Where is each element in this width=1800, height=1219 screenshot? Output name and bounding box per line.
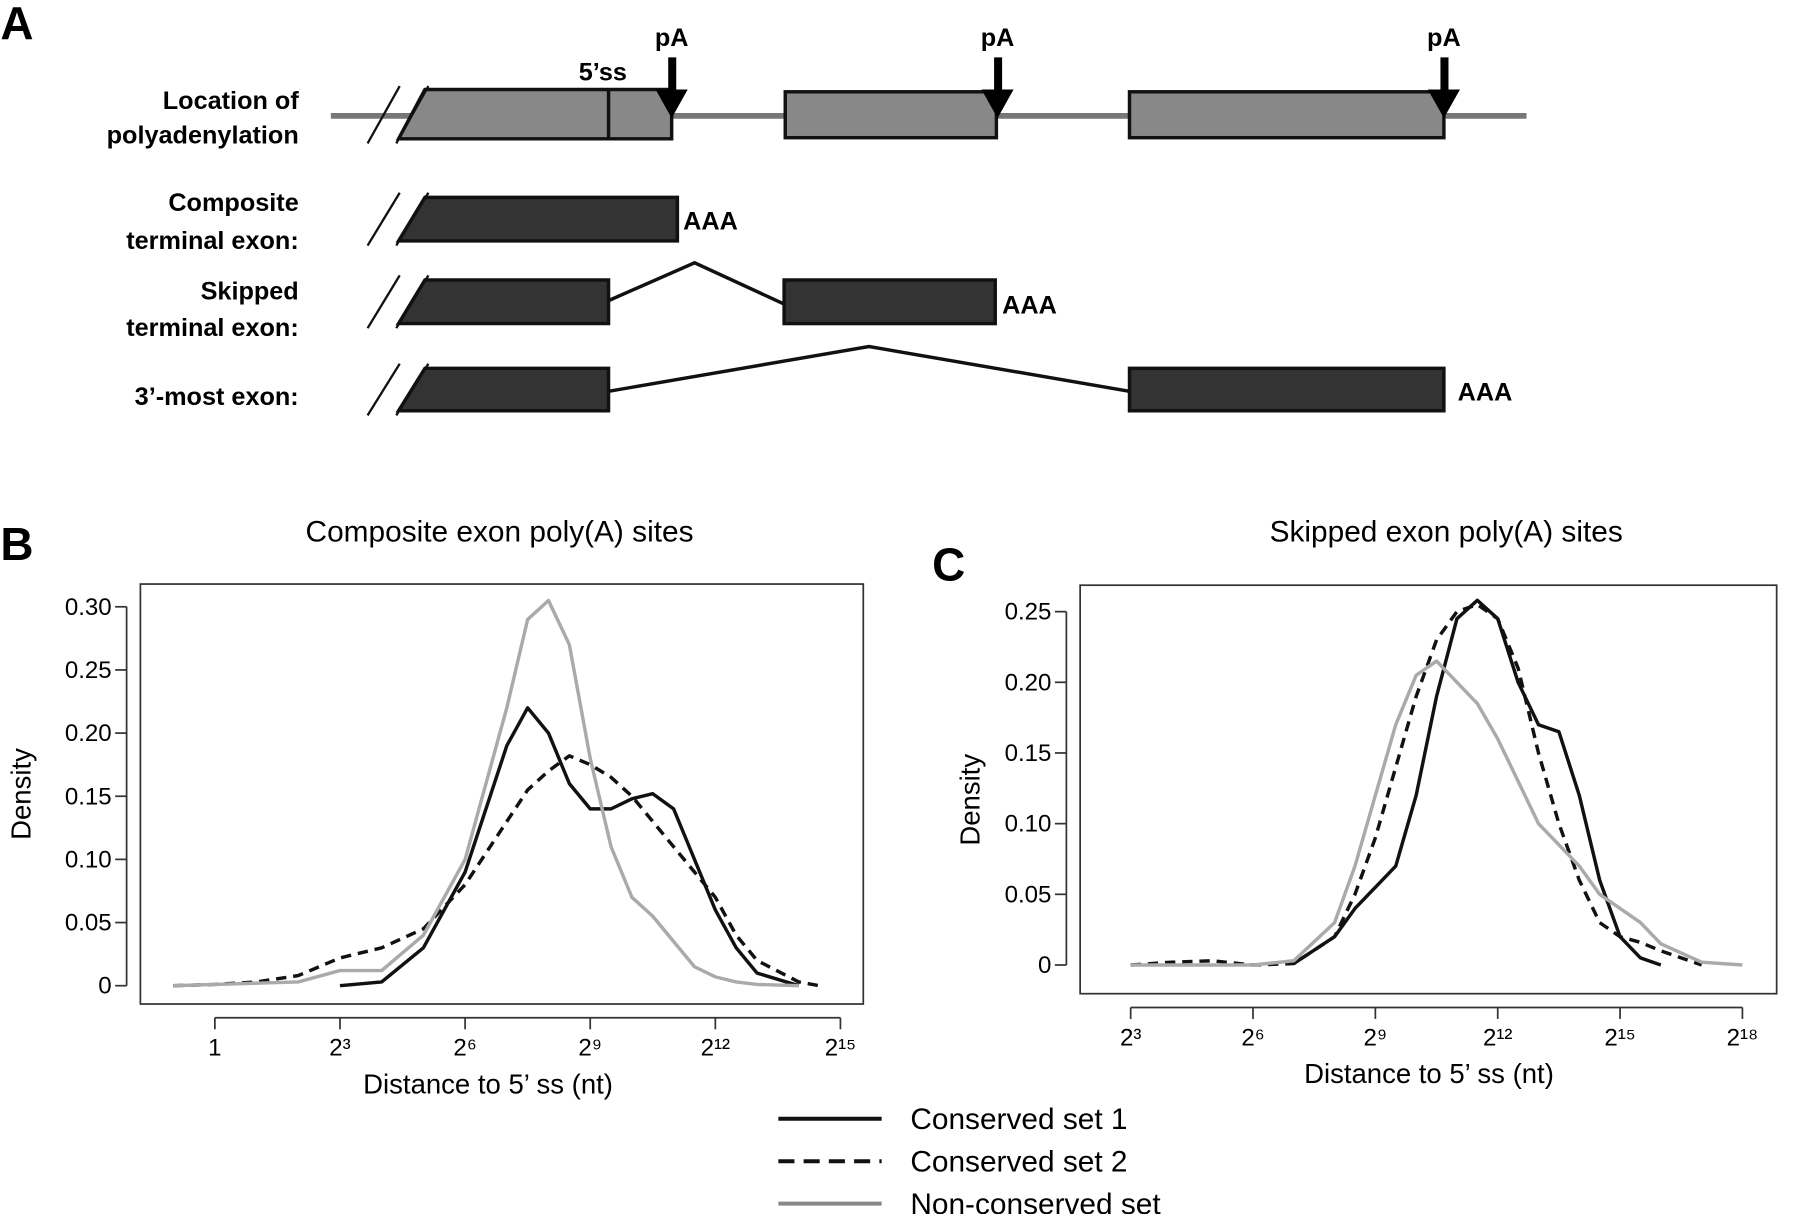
legend-label: Conserved set 1 [910, 1103, 1127, 1136]
panel-label: B [0, 518, 33, 570]
density-line [1292, 598, 1662, 967]
panel-label: A [0, 0, 33, 49]
gene-diagram [330, 57, 1527, 416]
x-tick-label: 2³ [329, 1035, 350, 1062]
polya-tail: AAA [1458, 378, 1513, 406]
density-line [339, 706, 800, 988]
pa-label: pA [1427, 24, 1461, 52]
row-label: Location of [163, 87, 300, 115]
polya-tail: AAA [683, 207, 738, 235]
y-tick-label: 0 [98, 973, 111, 1000]
x-tick-label: 2¹⁵ [825, 1035, 856, 1062]
y-tick-label: 0 [1038, 952, 1051, 979]
x-tick-label: 2¹² [1483, 1024, 1512, 1051]
y-tick-label: 0.10 [65, 846, 112, 873]
x-tick-label: 1 [208, 1035, 221, 1062]
y-tick-label: 0.25 [1005, 599, 1052, 626]
panel-label: C [932, 539, 965, 591]
x-tick-label: 2⁹ [1364, 1024, 1388, 1051]
exon [782, 278, 997, 326]
exon [395, 87, 674, 141]
break-marks [366, 85, 430, 416]
row-label: 3’-most exon: [135, 383, 299, 411]
exon [1127, 366, 1446, 413]
row-label: Composite [168, 189, 298, 217]
y-tick-label: 0.15 [1005, 740, 1052, 767]
exon [395, 366, 611, 413]
x-tick-label: 2¹² [701, 1035, 730, 1062]
x-tick-label: 2¹⁸ [1727, 1024, 1759, 1051]
row-label: polyadenylation [107, 121, 299, 149]
y-tick-label: 0.05 [65, 910, 112, 937]
x-tick-label: 2⁶ [1241, 1024, 1264, 1051]
y-axis-label: Density [6, 748, 37, 840]
legend-label: Non-conserved set [910, 1188, 1161, 1214]
plot-frame [139, 583, 865, 1005]
y-tick-label: 0.30 [65, 594, 112, 621]
row-label: terminal exon: [126, 227, 298, 255]
y-tick-label: 0.15 [65, 783, 112, 810]
y-axis-label: Density [955, 754, 986, 846]
exon [395, 278, 611, 326]
y-tick-label: 0.05 [1005, 881, 1052, 908]
splice-junction [607, 260, 785, 306]
exon [783, 90, 999, 140]
row-label: Skipped [201, 277, 299, 305]
splice-site-label: 5’ss [579, 58, 627, 86]
density-line [1130, 659, 1743, 967]
x-tick-label: 2³ [1120, 1024, 1141, 1051]
legend-label: Conserved set 2 [910, 1146, 1127, 1179]
row-label: terminal exon: [126, 314, 298, 342]
x-axis-label: Distance to 5’ ss (nt) [363, 1069, 613, 1100]
x-tick-label: 2⁹ [578, 1035, 602, 1062]
chart-title: Composite exon poly(A) sites [306, 516, 694, 549]
x-tick-label: 2¹⁵ [1604, 1024, 1635, 1051]
exon [395, 195, 680, 243]
y-tick-label: 0.10 [1005, 811, 1052, 838]
pa-arrows [655, 57, 1460, 119]
splice-junction [608, 344, 1130, 393]
x-axis-label: Distance to 5’ ss (nt) [1304, 1058, 1554, 1089]
polya-tail: AAA [1002, 291, 1057, 319]
y-tick-label: 0.20 [1005, 669, 1052, 696]
pa-label: pA [981, 24, 1015, 52]
chart-title: Skipped exon poly(A) sites [1270, 516, 1623, 549]
y-tick-label: 0.20 [65, 720, 112, 747]
exon [1127, 90, 1446, 140]
density-line [173, 754, 820, 988]
x-tick-label: 2⁶ [453, 1035, 476, 1062]
pa-label: pA [655, 24, 689, 52]
y-tick-label: 0.25 [65, 657, 112, 684]
density-line [173, 598, 799, 988]
density-line [1130, 602, 1703, 967]
plot-frame [1079, 584, 1778, 995]
